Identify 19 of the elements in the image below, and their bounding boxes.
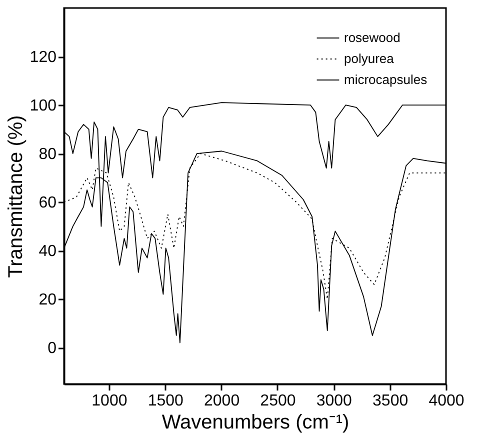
legend-label: rosewood	[344, 30, 400, 45]
x-tick-label: 4000	[428, 392, 464, 410]
y-tick-label: 20	[38, 292, 57, 309]
y-tick-label: 80	[38, 146, 57, 164]
y-tick-label: 100	[30, 98, 57, 115]
x-axis-title: Wavenumbers (cm⁻¹)	[162, 412, 350, 434]
legend-label: polyurea	[344, 51, 395, 66]
x-tick-label: 3500	[372, 392, 408, 410]
y-tick-label: 120	[30, 49, 57, 66]
x-tick-label: 2500	[260, 392, 296, 410]
legend-label: microcapsules	[344, 72, 428, 87]
y-tick-label: 60	[38, 194, 57, 212]
y-tick-label: 40	[38, 243, 57, 260]
x-tick-label: 2000	[204, 392, 240, 410]
x-tick-label: 3000	[316, 392, 352, 410]
y-tick-label: 0	[48, 340, 57, 358]
y-axis-title: Transmittance (%)	[4, 115, 27, 278]
x-tick-label: 1000	[92, 392, 128, 410]
x-tick-label: 1500	[148, 392, 184, 410]
